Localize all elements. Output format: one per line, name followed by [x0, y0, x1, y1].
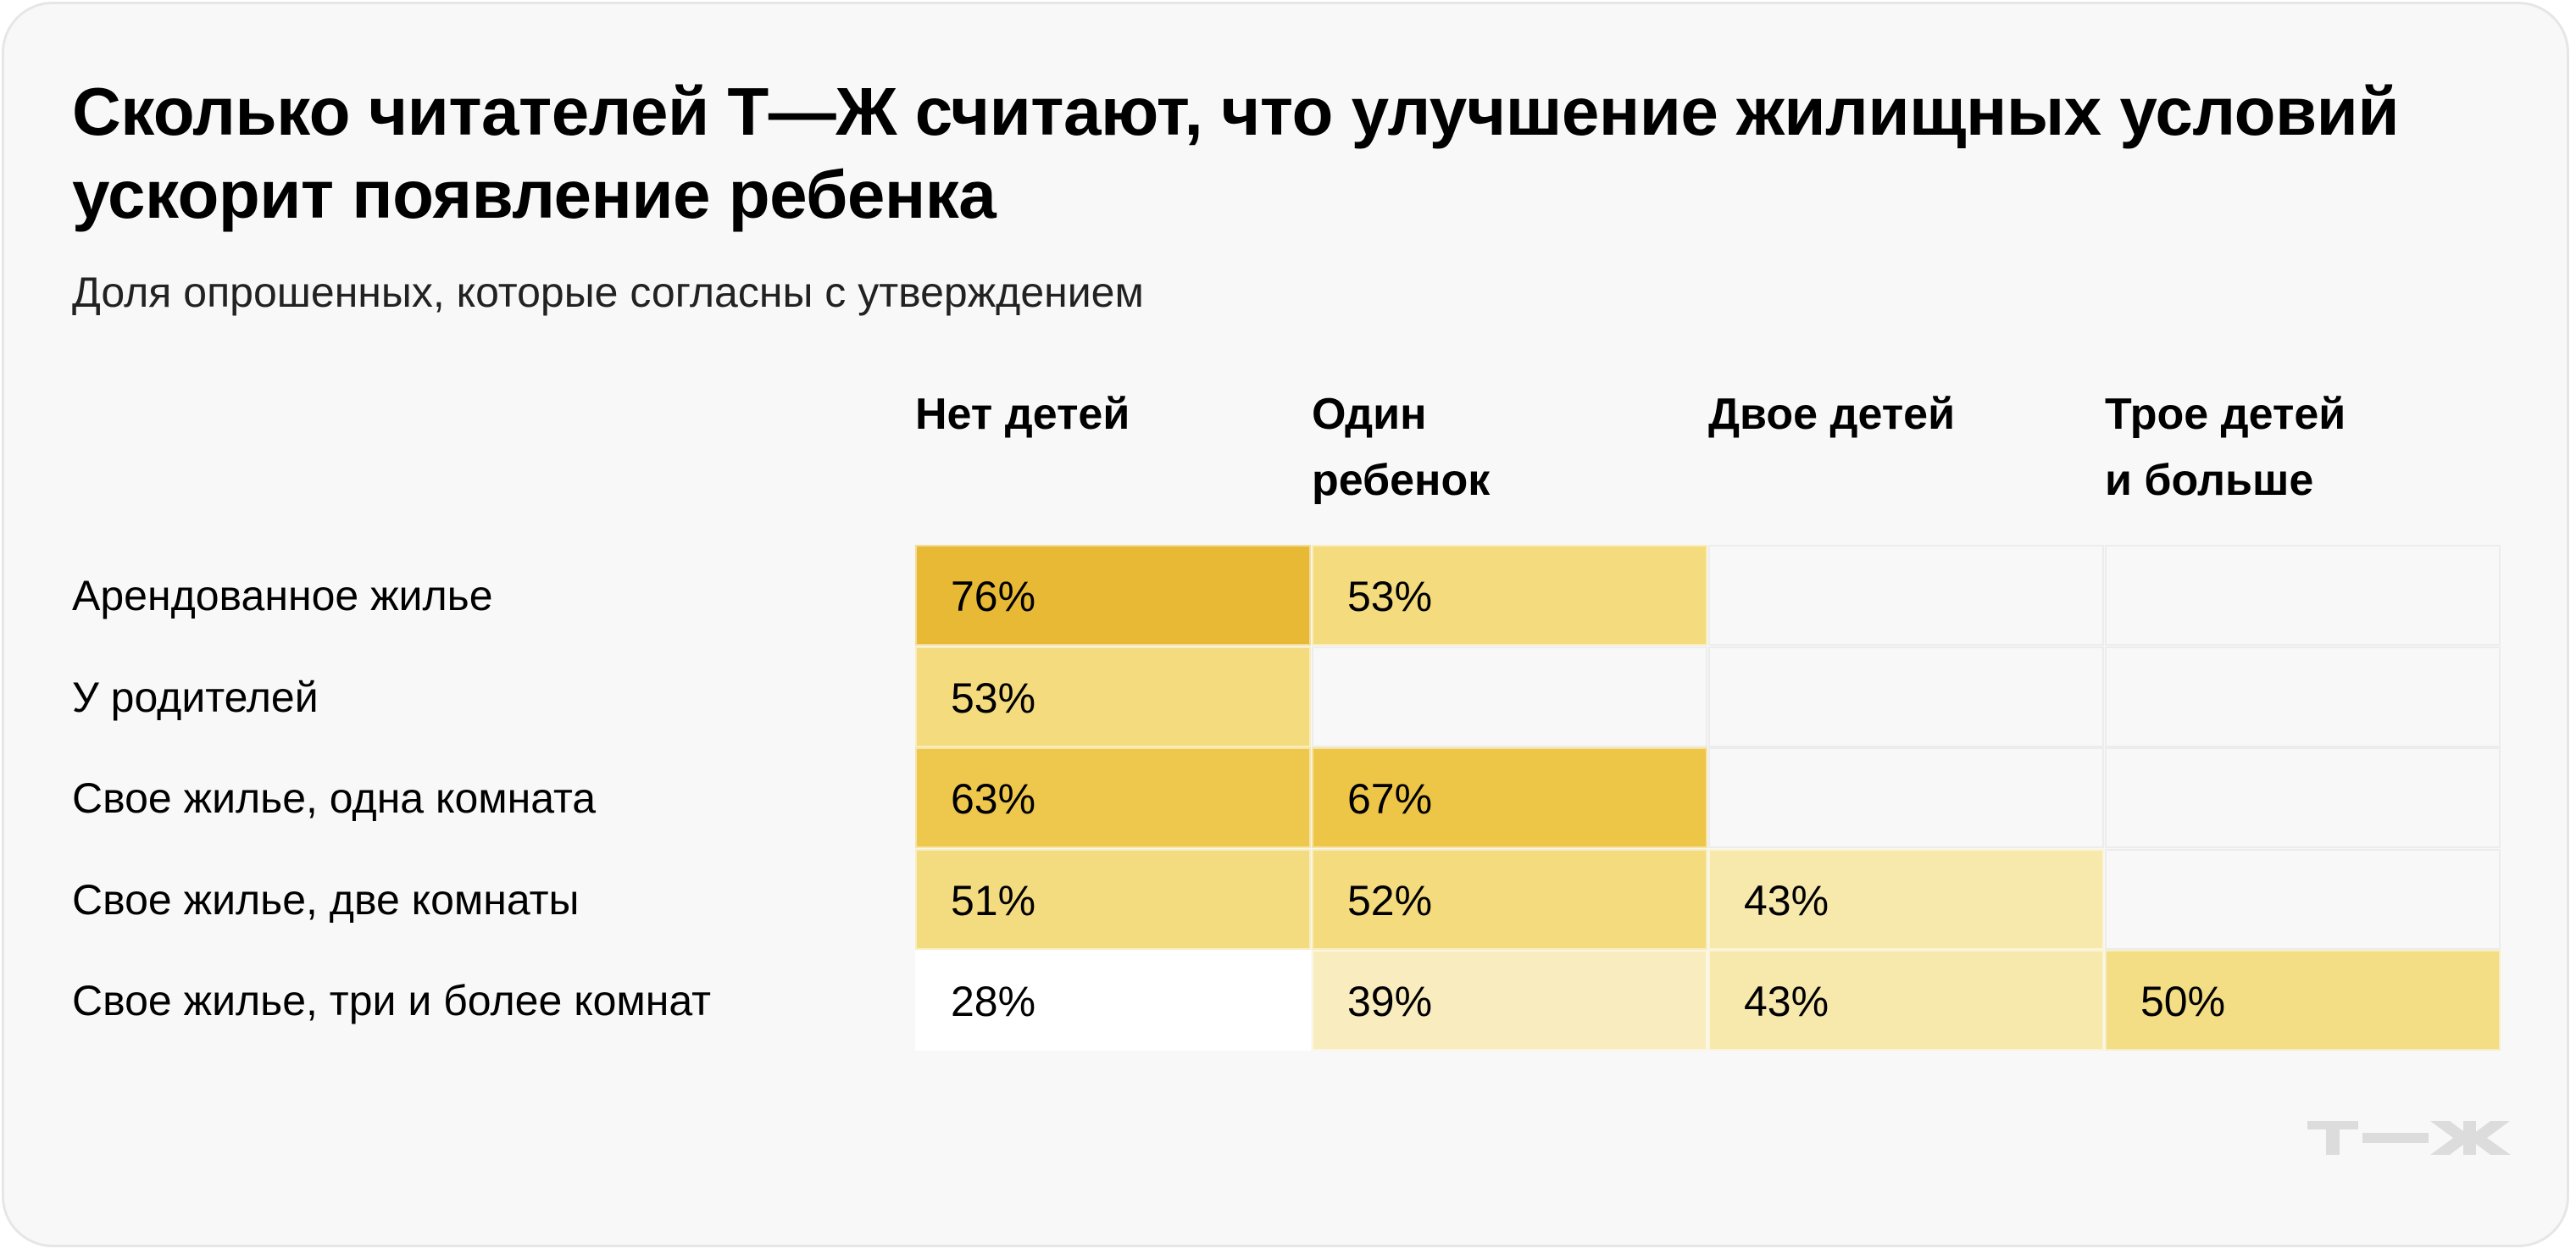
heatmap-cell	[2105, 747, 2501, 848]
column-header: Двое детей	[1708, 390, 1956, 439]
heatmap-cell: 50%	[2105, 950, 2501, 1051]
heatmap-cell	[1708, 646, 2104, 747]
heatmap-cell	[2105, 545, 2501, 646]
heatmap-cell: 51%	[915, 848, 1311, 950]
row-label: Свое жилье, три и более комнат	[72, 977, 712, 1024]
heatmap-cell: 39%	[1312, 950, 1707, 1051]
heatmap-cell	[2105, 848, 2501, 950]
row-label: Свое жилье, две комнаты	[72, 875, 580, 924]
heatmap-cell	[2105, 646, 2501, 747]
heatmap-cell: 28%	[915, 950, 1311, 1051]
chart-subtitle: Доля опрошенных, которые согласны с утве…	[72, 269, 1144, 316]
row-label: Свое жилье, одна комната	[72, 774, 597, 822]
heatmap-cell: 43%	[1708, 950, 2104, 1051]
heatmap-cell: 43%	[1708, 848, 2104, 950]
column-header: Нет детей	[915, 390, 1130, 439]
tzh-logo	[2307, 1121, 2511, 1155]
heatmap-cell: 53%	[915, 646, 1311, 747]
heatmap-cell: 67%	[1312, 747, 1707, 848]
row-label: Арендованное жилье	[72, 572, 493, 619]
heatmap-cell: 76%	[915, 545, 1311, 646]
heatmap-cell	[1708, 747, 2104, 848]
column-header: Трое детей и больше	[2105, 390, 2346, 505]
column-header: Один ребенок	[1312, 390, 1491, 505]
heatmap-cell: 53%	[1312, 545, 1707, 646]
heatmap-cell: 52%	[1312, 848, 1707, 950]
row-label: У родителей	[72, 673, 319, 721]
heatmap-cell	[1312, 646, 1707, 747]
heatmap-cell: 63%	[915, 747, 1311, 848]
chart-title: Сколько читателей Т—Ж считают, что улучш…	[72, 74, 2400, 232]
heatmap-cell	[1708, 545, 2104, 646]
